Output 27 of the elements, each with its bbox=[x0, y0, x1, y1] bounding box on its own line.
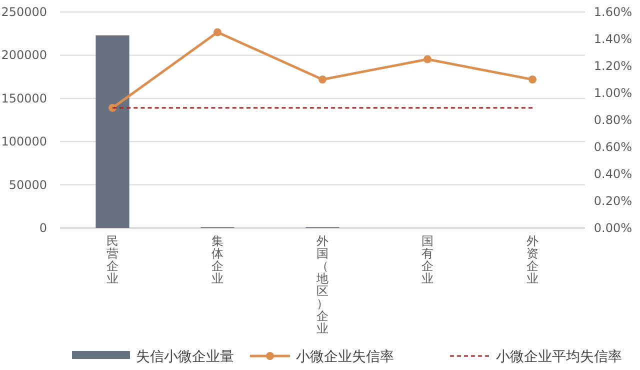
y2-tick-label: 1.60% bbox=[594, 5, 632, 19]
y-tick-label: 0 bbox=[39, 221, 47, 235]
x-tick-label: 民营企业 bbox=[106, 234, 118, 286]
y2-tick-label: 0.80% bbox=[594, 113, 632, 127]
y2-tick-label: 0.40% bbox=[594, 167, 632, 181]
y2-tick-label: 0.20% bbox=[594, 194, 632, 208]
y2-tick-label: 0.60% bbox=[594, 140, 632, 154]
y2-tick-label: 1.20% bbox=[594, 59, 632, 73]
point bbox=[424, 55, 432, 64]
y2-tick-label: 0.00% bbox=[594, 221, 632, 235]
y-tick-label: 50000 bbox=[8, 178, 47, 192]
y2-tick-label: 1.40% bbox=[594, 32, 632, 46]
x-tick-label: 国有企业 bbox=[422, 234, 434, 286]
legend-label: 小微企业平均失信率 bbox=[496, 349, 622, 365]
y-tick-label: 200000 bbox=[1, 48, 47, 62]
y-tick-label: 150000 bbox=[1, 91, 47, 106]
legend-label: 失信小微企业量 bbox=[136, 349, 234, 365]
point bbox=[528, 76, 536, 84]
y2-tick-label: 1.00% bbox=[594, 86, 632, 100]
y-tick-label: 250000 bbox=[1, 5, 47, 19]
x-tick-label: 集体企业 bbox=[212, 234, 224, 286]
point bbox=[214, 28, 222, 36]
point bbox=[318, 76, 326, 84]
y-tick-label: 100000 bbox=[1, 134, 47, 149]
x-tick-label: 外国（地区）企业 bbox=[316, 234, 328, 336]
x-tick-label: 外资企业 bbox=[526, 234, 538, 286]
legend-label: 小微企业失信率 bbox=[296, 349, 394, 365]
